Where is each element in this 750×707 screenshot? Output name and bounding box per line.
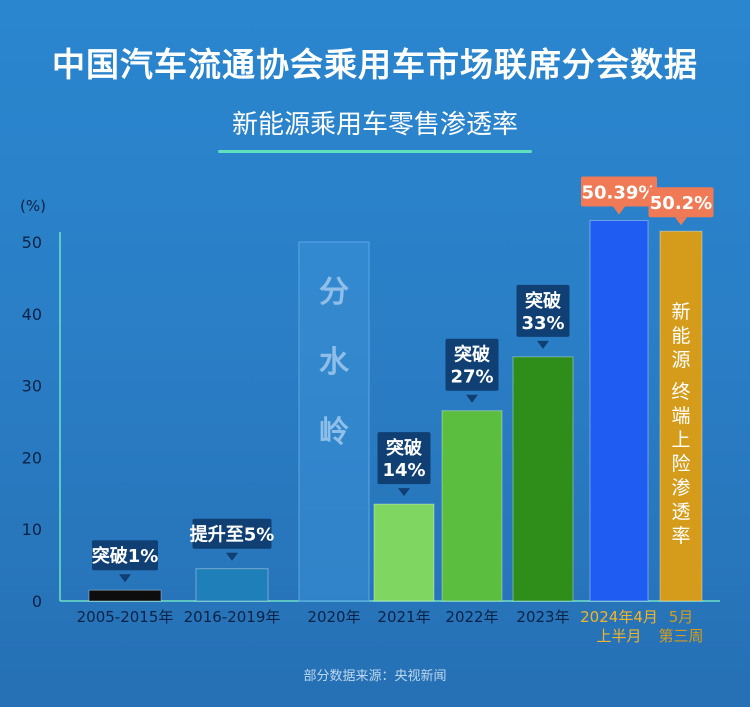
y-tick-label: 0 — [32, 592, 42, 611]
annotation-label: 突破 — [386, 437, 422, 459]
x-tick-label: 上半月 — [596, 627, 641, 645]
annotation-label: 突破 — [525, 290, 561, 312]
x-tick-label: 5月 — [669, 608, 694, 626]
y-tick-label: 40 — [22, 305, 42, 324]
bar-inner-label: 新 — [671, 301, 690, 323]
annotation-pointer — [226, 552, 238, 561]
watershed-label: 分 — [319, 275, 349, 310]
annotation-label: 50.39% — [582, 182, 657, 203]
x-tick-label: 2005-2015年 — [77, 608, 174, 626]
x-tick-label: 2016-2019年 — [184, 608, 281, 626]
data-source-note: 部分数据来源：央视新闻 — [303, 669, 447, 684]
bar — [659, 230, 703, 602]
y-axis-unit: (%) — [20, 197, 46, 215]
x-tick-label: 2023年 — [516, 608, 569, 626]
annotation-label: 33% — [521, 313, 564, 334]
annotation-label: 27% — [450, 367, 493, 388]
annotation-pointer — [466, 394, 478, 403]
x-tick-label: 2022年 — [445, 608, 498, 626]
bar — [373, 503, 435, 602]
annotation-pointer — [537, 340, 549, 349]
bar-inner-label: 端 — [671, 405, 690, 427]
annotation-box — [516, 284, 570, 337]
y-tick-label: 20 — [22, 448, 42, 467]
bar-inner-label: 透 — [671, 501, 690, 523]
annotation-box — [377, 432, 431, 485]
watershed-label: 岭 — [319, 415, 349, 450]
bar-inner-label: 源 — [671, 349, 690, 371]
annotation-label: 突破1% — [92, 545, 159, 567]
annotation-label: 14% — [382, 460, 425, 481]
annotation-box — [648, 187, 714, 218]
bar-inner-label: 险 — [671, 453, 690, 475]
x-tick-label: 第三周 — [658, 627, 703, 645]
annotation-label: 提升至5% — [190, 524, 275, 546]
bar — [441, 410, 503, 602]
y-tick-label: 50 — [22, 233, 42, 252]
chart-title: 中国汽车流通协会乘用车市场联席分会数据 — [52, 45, 698, 84]
bar — [88, 589, 162, 602]
annotation-label: 突破 — [454, 344, 490, 366]
chart-subtitle: 新能源乘用车零售渗透率 — [231, 110, 518, 140]
x-tick-label: 2021年 — [377, 608, 430, 626]
annotation-pointer — [119, 574, 131, 583]
subtitle-underline — [218, 150, 532, 153]
bar — [512, 356, 574, 602]
watershed-column — [298, 241, 370, 602]
bar-inner-label: 终 — [671, 381, 690, 403]
bar — [589, 219, 649, 602]
x-tick-label: 2024年4月 — [580, 608, 658, 626]
annotation-label: 50.2% — [650, 193, 712, 214]
bar — [195, 568, 269, 602]
bar-inner-label: 上 — [671, 429, 690, 451]
bar-inner-label: 渗 — [671, 477, 690, 499]
bar-inner-label: 率 — [671, 525, 690, 547]
x-tick-label: 2020年 — [307, 608, 360, 626]
annotation-pointer — [675, 217, 687, 226]
bar-inner-label: 能 — [671, 325, 690, 347]
annotation-box — [581, 176, 657, 207]
annotation-box — [92, 540, 158, 571]
y-tick-label: 30 — [22, 377, 42, 396]
annotation-pointer — [398, 488, 410, 497]
annotation-box — [445, 338, 499, 391]
annotation-box — [192, 518, 272, 549]
y-tick-label: 10 — [22, 520, 42, 539]
annotation-pointer — [613, 206, 625, 215]
watershed-label: 水 — [319, 345, 350, 380]
